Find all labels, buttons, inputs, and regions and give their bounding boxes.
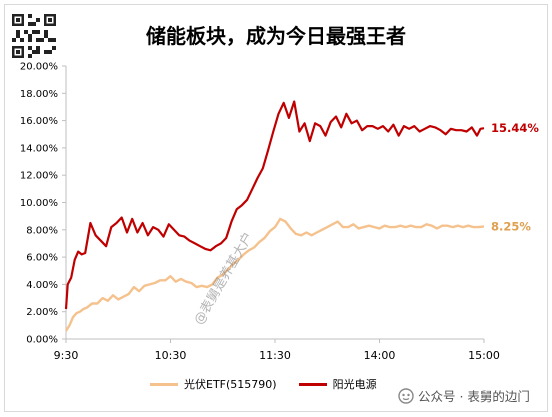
y-tick-label: 0.00% [26, 335, 58, 346]
end-label-etf: 8.25% [491, 219, 531, 233]
series-line-sungrow [64, 100, 485, 310]
legend-swatch-etf [150, 382, 178, 386]
x-tick-label: 9:30 [54, 349, 79, 362]
legend-item-etf: 光伏ETF(515790) [150, 376, 277, 392]
x-tick-label: 11:30 [259, 349, 291, 362]
x-tick-label: 15:00 [468, 349, 500, 362]
legend-label-etf: 光伏ETF(515790) [184, 378, 277, 391]
y-tick-label: 20.00% [20, 62, 58, 73]
account-watermark: 公众号 · 表舅的边门 [398, 386, 530, 405]
account-watermark-text: 公众号 · 表舅的边门 [418, 389, 530, 404]
qr-code-icon [12, 14, 56, 58]
y-tick-label: 8.00% [26, 225, 58, 236]
legend-label-sungrow: 阳光电源 [332, 378, 377, 391]
y-tick-label: 4.00% [26, 280, 58, 291]
legend-swatch-sungrow [298, 382, 327, 386]
chart-title: 储能板块，成为今日最强王者 [146, 24, 406, 48]
chart-legend: 光伏ETF(515790) 阳光电源 [150, 374, 399, 394]
y-tick-label: 18.00% [20, 89, 58, 100]
y-tick-label: 14.00% [20, 143, 58, 154]
series-line-etf [64, 217, 485, 332]
y-tick-label: 16.00% [20, 116, 58, 127]
x-tick-label: 14:00 [364, 349, 396, 362]
end-label-sungrow: 15.44% [491, 121, 539, 135]
legend-item-sungrow: 阳光电源 [298, 376, 377, 392]
y-tick-label: 2.00% [26, 307, 58, 318]
wechat-account-icon [398, 387, 414, 404]
y-tick-label: 10.00% [20, 198, 58, 209]
y-tick-label: 6.00% [26, 253, 58, 264]
y-tick-label: 12.00% [20, 171, 58, 182]
chart-frame [4, 4, 548, 412]
x-tick-label: 10:30 [155, 349, 187, 362]
